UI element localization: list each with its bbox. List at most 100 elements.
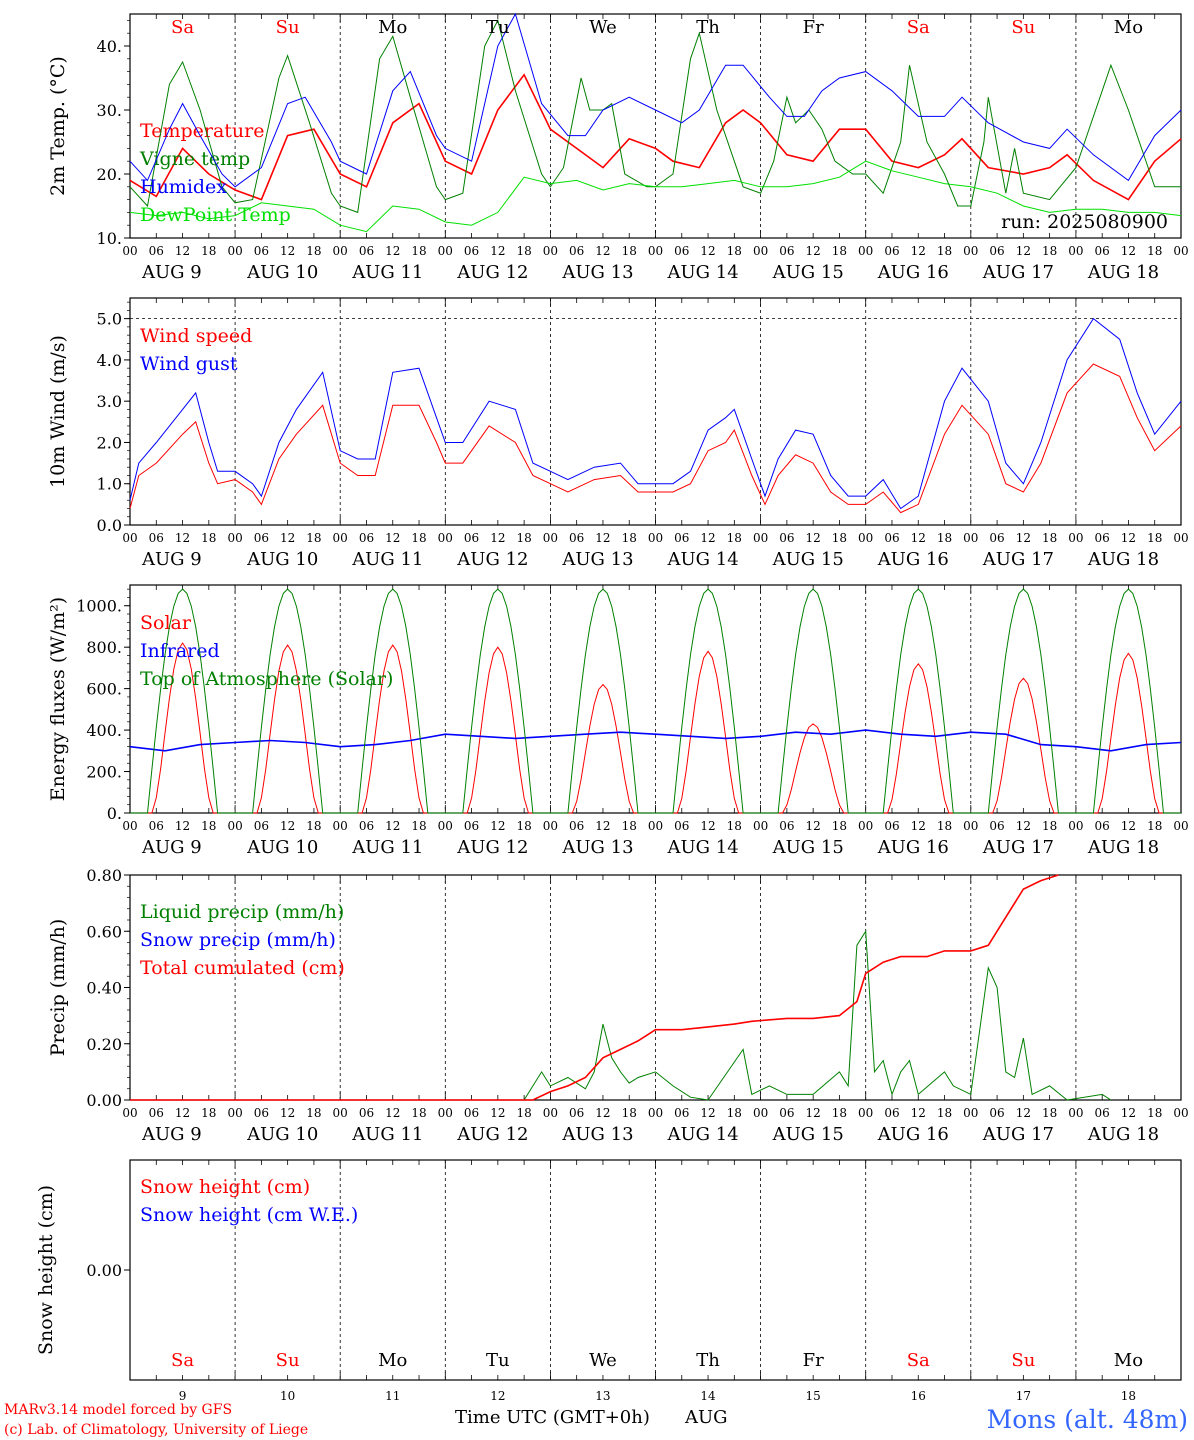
hour-label: 00 (858, 244, 873, 258)
hour-label: 06 (989, 244, 1004, 258)
weekday-label-top: Tu (486, 17, 510, 38)
y-tick-label: 3.0 (97, 392, 122, 411)
hour-label: 12 (385, 531, 400, 545)
weekday-label-bottom: Mo (1114, 1350, 1143, 1371)
day-number-label: 18 (1121, 1389, 1136, 1403)
hour-label: 18 (937, 531, 952, 545)
legend-entry: Total cumulated (cm) (140, 957, 345, 979)
hour-label: 06 (359, 244, 374, 258)
hour-label: 06 (464, 244, 479, 258)
hour-label: 00 (1173, 531, 1188, 545)
hour-label: 00 (1173, 1106, 1188, 1120)
hour-label: 00 (648, 1106, 663, 1120)
hour-label: 00 (858, 1106, 873, 1120)
series-line-liquid-precip-mm-h- (130, 929, 1112, 1101)
hour-label: 12 (490, 819, 505, 833)
y-tick-label: 40. (97, 37, 122, 56)
hour-label: 12 (911, 244, 926, 258)
legend-entry: Snow height (cm) (140, 1176, 310, 1198)
hour-label: 00 (753, 1106, 768, 1120)
date-label: AUG 9 (141, 837, 202, 858)
y-tick-label: 800. (86, 638, 122, 657)
hour-label: 18 (622, 819, 637, 833)
weekday-label-top: We (589, 17, 617, 38)
date-label: AUG 10 (246, 262, 318, 283)
hour-label: 00 (648, 244, 663, 258)
hour-label: 18 (937, 244, 952, 258)
weekday-label-bottom: Mo (378, 1350, 407, 1371)
hour-label: 18 (201, 531, 216, 545)
hour-label: 18 (622, 531, 637, 545)
date-label: AUG 11 (351, 549, 423, 570)
y-tick-label: 0.00 (86, 1261, 122, 1280)
date-label: AUG 15 (772, 837, 844, 858)
day-number-label: 15 (806, 1389, 821, 1403)
hour-label: 18 (411, 819, 426, 833)
weekday-label-top: Mo (378, 17, 407, 38)
date-label: AUG 13 (561, 549, 633, 570)
hour-label: 18 (306, 244, 321, 258)
hour-label: 06 (569, 819, 584, 833)
weekday-label-top: Mo (1114, 17, 1143, 38)
hour-label: 18 (727, 531, 742, 545)
hour-label: 12 (175, 244, 190, 258)
hour-label: 00 (543, 1106, 558, 1120)
hour-label: 06 (359, 531, 374, 545)
date-label: AUG 10 (246, 1124, 318, 1145)
legend-entry: Liquid precip (mm/h) (140, 901, 344, 923)
hour-label: 00 (753, 531, 768, 545)
weekday-label-bottom: We (589, 1350, 617, 1371)
hour-label: 06 (1095, 819, 1110, 833)
hour-label: 12 (911, 819, 926, 833)
panel-2: 0.0 1.0 2.0 3.0 4.0 5.0 10m Wind (m/s) 00 06 12 18… (47, 297, 1189, 570)
hour-label: 18 (516, 1106, 531, 1120)
hour-label: 06 (254, 531, 269, 545)
hour-label: 06 (359, 1106, 374, 1120)
hour-label: 00 (227, 531, 242, 545)
hour-label: 00 (1068, 531, 1083, 545)
hour-label: 00 (122, 244, 137, 258)
weekday-label-bottom: Sa (171, 1350, 194, 1371)
weekday-label-top: Th (696, 17, 720, 38)
day-number-label: 10 (280, 1389, 295, 1403)
hour-label: 18 (1147, 819, 1162, 833)
hour-label: 12 (806, 819, 821, 833)
hour-label: 18 (411, 244, 426, 258)
hour-label: 12 (175, 1106, 190, 1120)
hour-label: 00 (963, 819, 978, 833)
weekday-label-top: Sa (171, 17, 194, 38)
y-tick-label: 0.20 (86, 1035, 122, 1054)
date-label: AUG 12 (456, 262, 528, 283)
date-label: AUG 9 (141, 549, 202, 570)
hour-label: 12 (1121, 244, 1136, 258)
hour-label: 00 (227, 244, 242, 258)
date-label: AUG 10 (246, 549, 318, 570)
hour-label: 12 (1016, 531, 1031, 545)
hour-label: 18 (832, 244, 847, 258)
hour-label: 06 (779, 819, 794, 833)
x-axis-month: AUG (684, 1407, 728, 1428)
legend-entry: Wind gust (140, 353, 238, 375)
hour-label: 12 (490, 531, 505, 545)
hour-label: 06 (989, 1106, 1004, 1120)
hour-label: 06 (149, 531, 164, 545)
hour-label: 06 (674, 819, 689, 833)
hour-label: 18 (1147, 1106, 1162, 1120)
hour-label: 06 (254, 244, 269, 258)
series-line-total-cumulated-cm- (130, 874, 1059, 1101)
panel-4: 0.00 0.20 0.40 0.60 0.80 Precip (mm/h) 00 06 12 1… (47, 866, 1189, 1145)
hour-label: 12 (806, 1106, 821, 1120)
hour-label: 06 (779, 531, 794, 545)
hour-label: 00 (858, 819, 873, 833)
date-label: AUG 13 (561, 262, 633, 283)
series-line-top-of-atmosphere-solar- (130, 588, 1181, 814)
hour-label: 18 (832, 531, 847, 545)
day-number-label: 11 (385, 1389, 400, 1403)
hour-label: 18 (516, 531, 531, 545)
hour-label: 06 (884, 244, 899, 258)
hour-label: 18 (201, 244, 216, 258)
legend-entry: Infrared (140, 640, 220, 662)
legend-entry: Humidex (140, 176, 227, 198)
y-axis-label: 10m Wind (m/s) (47, 335, 69, 488)
hour-label: 18 (306, 531, 321, 545)
